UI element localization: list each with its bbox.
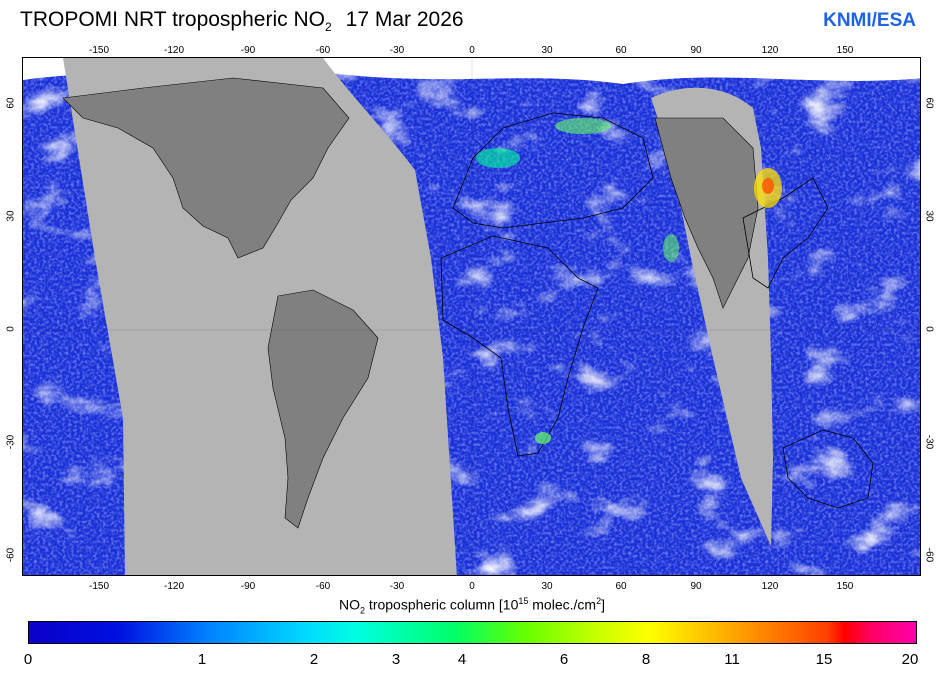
- hotspot-russia: [555, 118, 611, 134]
- no2-map: [22, 57, 921, 576]
- lon-tick-top: -60: [315, 45, 331, 56]
- cb-label-sup: 15: [518, 596, 529, 606]
- lon-tick-bottom: -90: [240, 581, 256, 592]
- colorbar-tick: 4: [457, 651, 467, 668]
- lon-tick-bottom: 60: [615, 581, 627, 592]
- colorbar-tick: 20: [901, 651, 919, 668]
- cb-label-sub: 2: [360, 605, 366, 616]
- lon-tick-bottom: -150: [88, 581, 110, 592]
- colorbar-tick: 0: [23, 651, 33, 668]
- colorbar-tick: 6: [559, 651, 569, 668]
- map-canvas: [23, 58, 920, 575]
- europe-outline: [452, 112, 654, 229]
- lon-tick-top: -120: [163, 45, 185, 56]
- cb-label-mid: tropospheric column [10: [365, 596, 519, 613]
- lon-tick-bottom: -60: [315, 581, 331, 592]
- brand-logo: KNMI/ESA: [823, 10, 916, 31]
- asia-land: [654, 117, 759, 309]
- lat-tick-left: -60: [5, 547, 17, 563]
- lat-tick-right: -30: [923, 434, 935, 450]
- map-date: 17 Mar 2026: [345, 8, 464, 31]
- colorbar: [28, 621, 917, 644]
- lon-tick-top: 0: [469, 45, 475, 56]
- swath-gap-americas: [63, 58, 457, 575]
- title-subscript: 2: [324, 20, 332, 35]
- lon-tick-bottom: 90: [690, 581, 702, 592]
- lon-tick-top: 150: [836, 45, 854, 56]
- lat-tick-left: 30: [5, 210, 17, 222]
- lat-tick-right: -60: [923, 547, 935, 563]
- north-america-land: [62, 77, 350, 259]
- colorbar-tick: 8: [641, 651, 651, 668]
- cb-label-mid2: molec./cm: [528, 596, 597, 613]
- lon-tick-bottom: -120: [163, 581, 185, 592]
- lon-tick-top: 120: [761, 45, 779, 56]
- colorbar-tick: 11: [724, 651, 740, 668]
- lon-tick-top: 60: [615, 45, 627, 56]
- lat-tick-left: 60: [5, 97, 17, 109]
- lon-tick-top: 90: [690, 45, 702, 56]
- lon-tick-top: -90: [240, 45, 256, 56]
- australia-outline: [782, 429, 874, 509]
- lat-tick-left: 0: [5, 326, 17, 332]
- hotspot-india: [663, 234, 679, 262]
- colorbar-tick: 15: [815, 651, 833, 668]
- lat-tick-right: 60: [923, 97, 935, 109]
- colorbar-tick: 1: [197, 651, 207, 668]
- lat-tick-right: 30: [923, 210, 935, 222]
- lon-tick-bottom: 30: [541, 581, 553, 592]
- africa-outline: [440, 235, 599, 457]
- east-asia-outline: [742, 177, 829, 289]
- lat-tick-right: 0: [923, 326, 935, 332]
- south-america-land: [267, 289, 379, 529]
- cb-label-sup2: 2: [596, 596, 602, 606]
- lon-tick-top: 30: [541, 45, 553, 56]
- graticule: [23, 58, 920, 575]
- colorbar-tick: 2: [309, 651, 319, 668]
- lat-tick-left: -30: [5, 434, 17, 450]
- hotspot-europe: [476, 148, 520, 168]
- hotspot-south-africa: [535, 432, 551, 444]
- hotspot-china-core: [762, 178, 774, 194]
- cb-label-end: ]: [601, 596, 605, 613]
- title-text: TROPOMI NRT tropospheric NO: [20, 8, 325, 31]
- lon-tick-top: -30: [389, 45, 405, 56]
- colorbar-title: NO2 tropospheric column [1015 molec./cm2…: [0, 596, 944, 615]
- lon-tick-bottom: -30: [389, 581, 405, 592]
- colorbar-tick: 3: [391, 651, 401, 668]
- lon-tick-top: -150: [88, 45, 110, 56]
- lon-tick-bottom: 120: [761, 581, 779, 592]
- lon-tick-bottom: 150: [836, 581, 854, 592]
- map-title: TROPOMI NRT tropospheric NO2 17 Mar 2026: [20, 8, 464, 34]
- lon-tick-bottom: 0: [469, 581, 475, 592]
- cb-label-prefix: NO: [339, 596, 361, 613]
